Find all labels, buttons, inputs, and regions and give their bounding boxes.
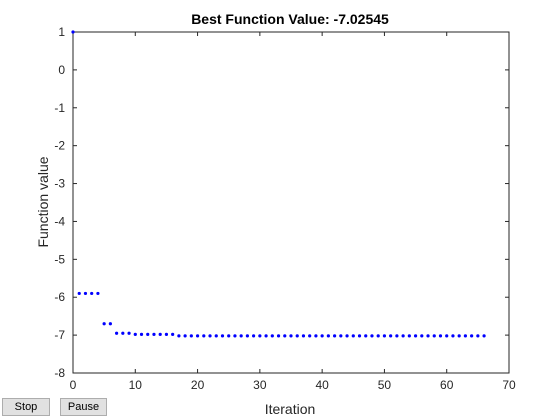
data-point — [333, 334, 337, 338]
data-point — [289, 334, 293, 338]
data-point — [370, 334, 374, 338]
data-point — [220, 334, 225, 338]
x-tick-label: 50 — [378, 378, 392, 392]
data-point — [276, 334, 281, 338]
data-point — [426, 334, 430, 338]
data-point — [401, 334, 405, 338]
data-point — [283, 334, 287, 338]
data-point — [301, 334, 306, 338]
y-axis-label: Function value — [35, 156, 51, 247]
data-point — [102, 322, 106, 326]
data-point — [345, 334, 349, 338]
data-point — [71, 30, 75, 34]
data-point — [214, 334, 218, 338]
data-point — [295, 334, 299, 338]
x-axis-label: Iteration — [265, 401, 316, 417]
data-point — [183, 334, 187, 338]
data-point — [202, 334, 206, 338]
x-tick-label: 40 — [315, 378, 329, 392]
data-point — [351, 334, 355, 338]
pause-button[interactable]: Pause — [60, 398, 107, 416]
data-point — [146, 332, 150, 336]
x-tick-label: 10 — [129, 378, 143, 392]
y-tick-label: -7 — [54, 328, 65, 342]
data-point — [115, 331, 119, 335]
data-point — [121, 331, 125, 335]
data-point — [326, 334, 330, 338]
plot-area — [72, 31, 510, 374]
data-point — [395, 334, 399, 338]
stop-button[interactable]: Stop — [2, 398, 50, 416]
data-point — [457, 334, 461, 338]
data-point — [339, 334, 343, 338]
data-point — [314, 334, 318, 338]
data-point — [208, 334, 212, 338]
data-point — [413, 334, 418, 338]
data-point — [227, 334, 231, 338]
data-point — [158, 332, 162, 336]
y-tick-label: -5 — [54, 252, 65, 266]
data-point — [476, 334, 480, 338]
data-point — [77, 291, 81, 296]
data-point — [239, 334, 243, 338]
data-point — [432, 334, 436, 338]
x-tick-label: 70 — [502, 378, 516, 392]
x-tick-label: 60 — [440, 378, 454, 392]
data-point — [376, 334, 380, 338]
data-point — [482, 334, 486, 338]
data-point — [177, 334, 181, 338]
data-point — [270, 334, 274, 338]
data-point — [357, 334, 362, 338]
data-point — [463, 334, 467, 338]
x-tick-label: 0 — [70, 378, 77, 392]
y-tick-label: -8 — [54, 366, 65, 380]
data-point — [133, 332, 137, 336]
data-point — [258, 334, 262, 338]
x-tick-label: 30 — [253, 378, 267, 392]
data-point — [83, 291, 88, 296]
data-point — [233, 334, 237, 338]
data-point — [438, 334, 443, 338]
data-point — [90, 291, 94, 296]
data-point — [420, 334, 424, 338]
data-point — [252, 334, 256, 338]
data-point — [189, 334, 193, 338]
data-point — [195, 334, 200, 338]
y-tick-label: 0 — [58, 63, 65, 77]
data-point — [127, 331, 131, 335]
data-point — [364, 334, 368, 338]
data-point — [245, 334, 249, 338]
data-point — [264, 334, 268, 338]
data-point — [108, 322, 112, 326]
data-point — [171, 332, 175, 336]
data-point — [139, 332, 144, 336]
data-point — [382, 334, 387, 338]
x-tick-label: 20 — [191, 378, 205, 392]
chart-title: Best Function Value: -7.02545 — [191, 11, 389, 27]
data-point — [407, 334, 411, 338]
y-tick-label: -6 — [54, 290, 65, 304]
data-point — [470, 334, 474, 338]
data-point — [164, 332, 169, 336]
data-point — [389, 334, 393, 338]
y-tick-label: -4 — [54, 214, 65, 228]
data-point — [96, 291, 100, 296]
data-point — [451, 334, 455, 338]
data-point — [320, 334, 324, 338]
y-tick-label: -2 — [54, 139, 65, 153]
y-tick-label: -3 — [54, 177, 65, 191]
data-point — [308, 334, 312, 338]
data-point — [445, 334, 449, 338]
y-tick-label: 1 — [58, 25, 65, 39]
data-points — [71, 30, 486, 338]
data-point — [152, 332, 156, 336]
y-tick-label: -1 — [54, 101, 65, 115]
